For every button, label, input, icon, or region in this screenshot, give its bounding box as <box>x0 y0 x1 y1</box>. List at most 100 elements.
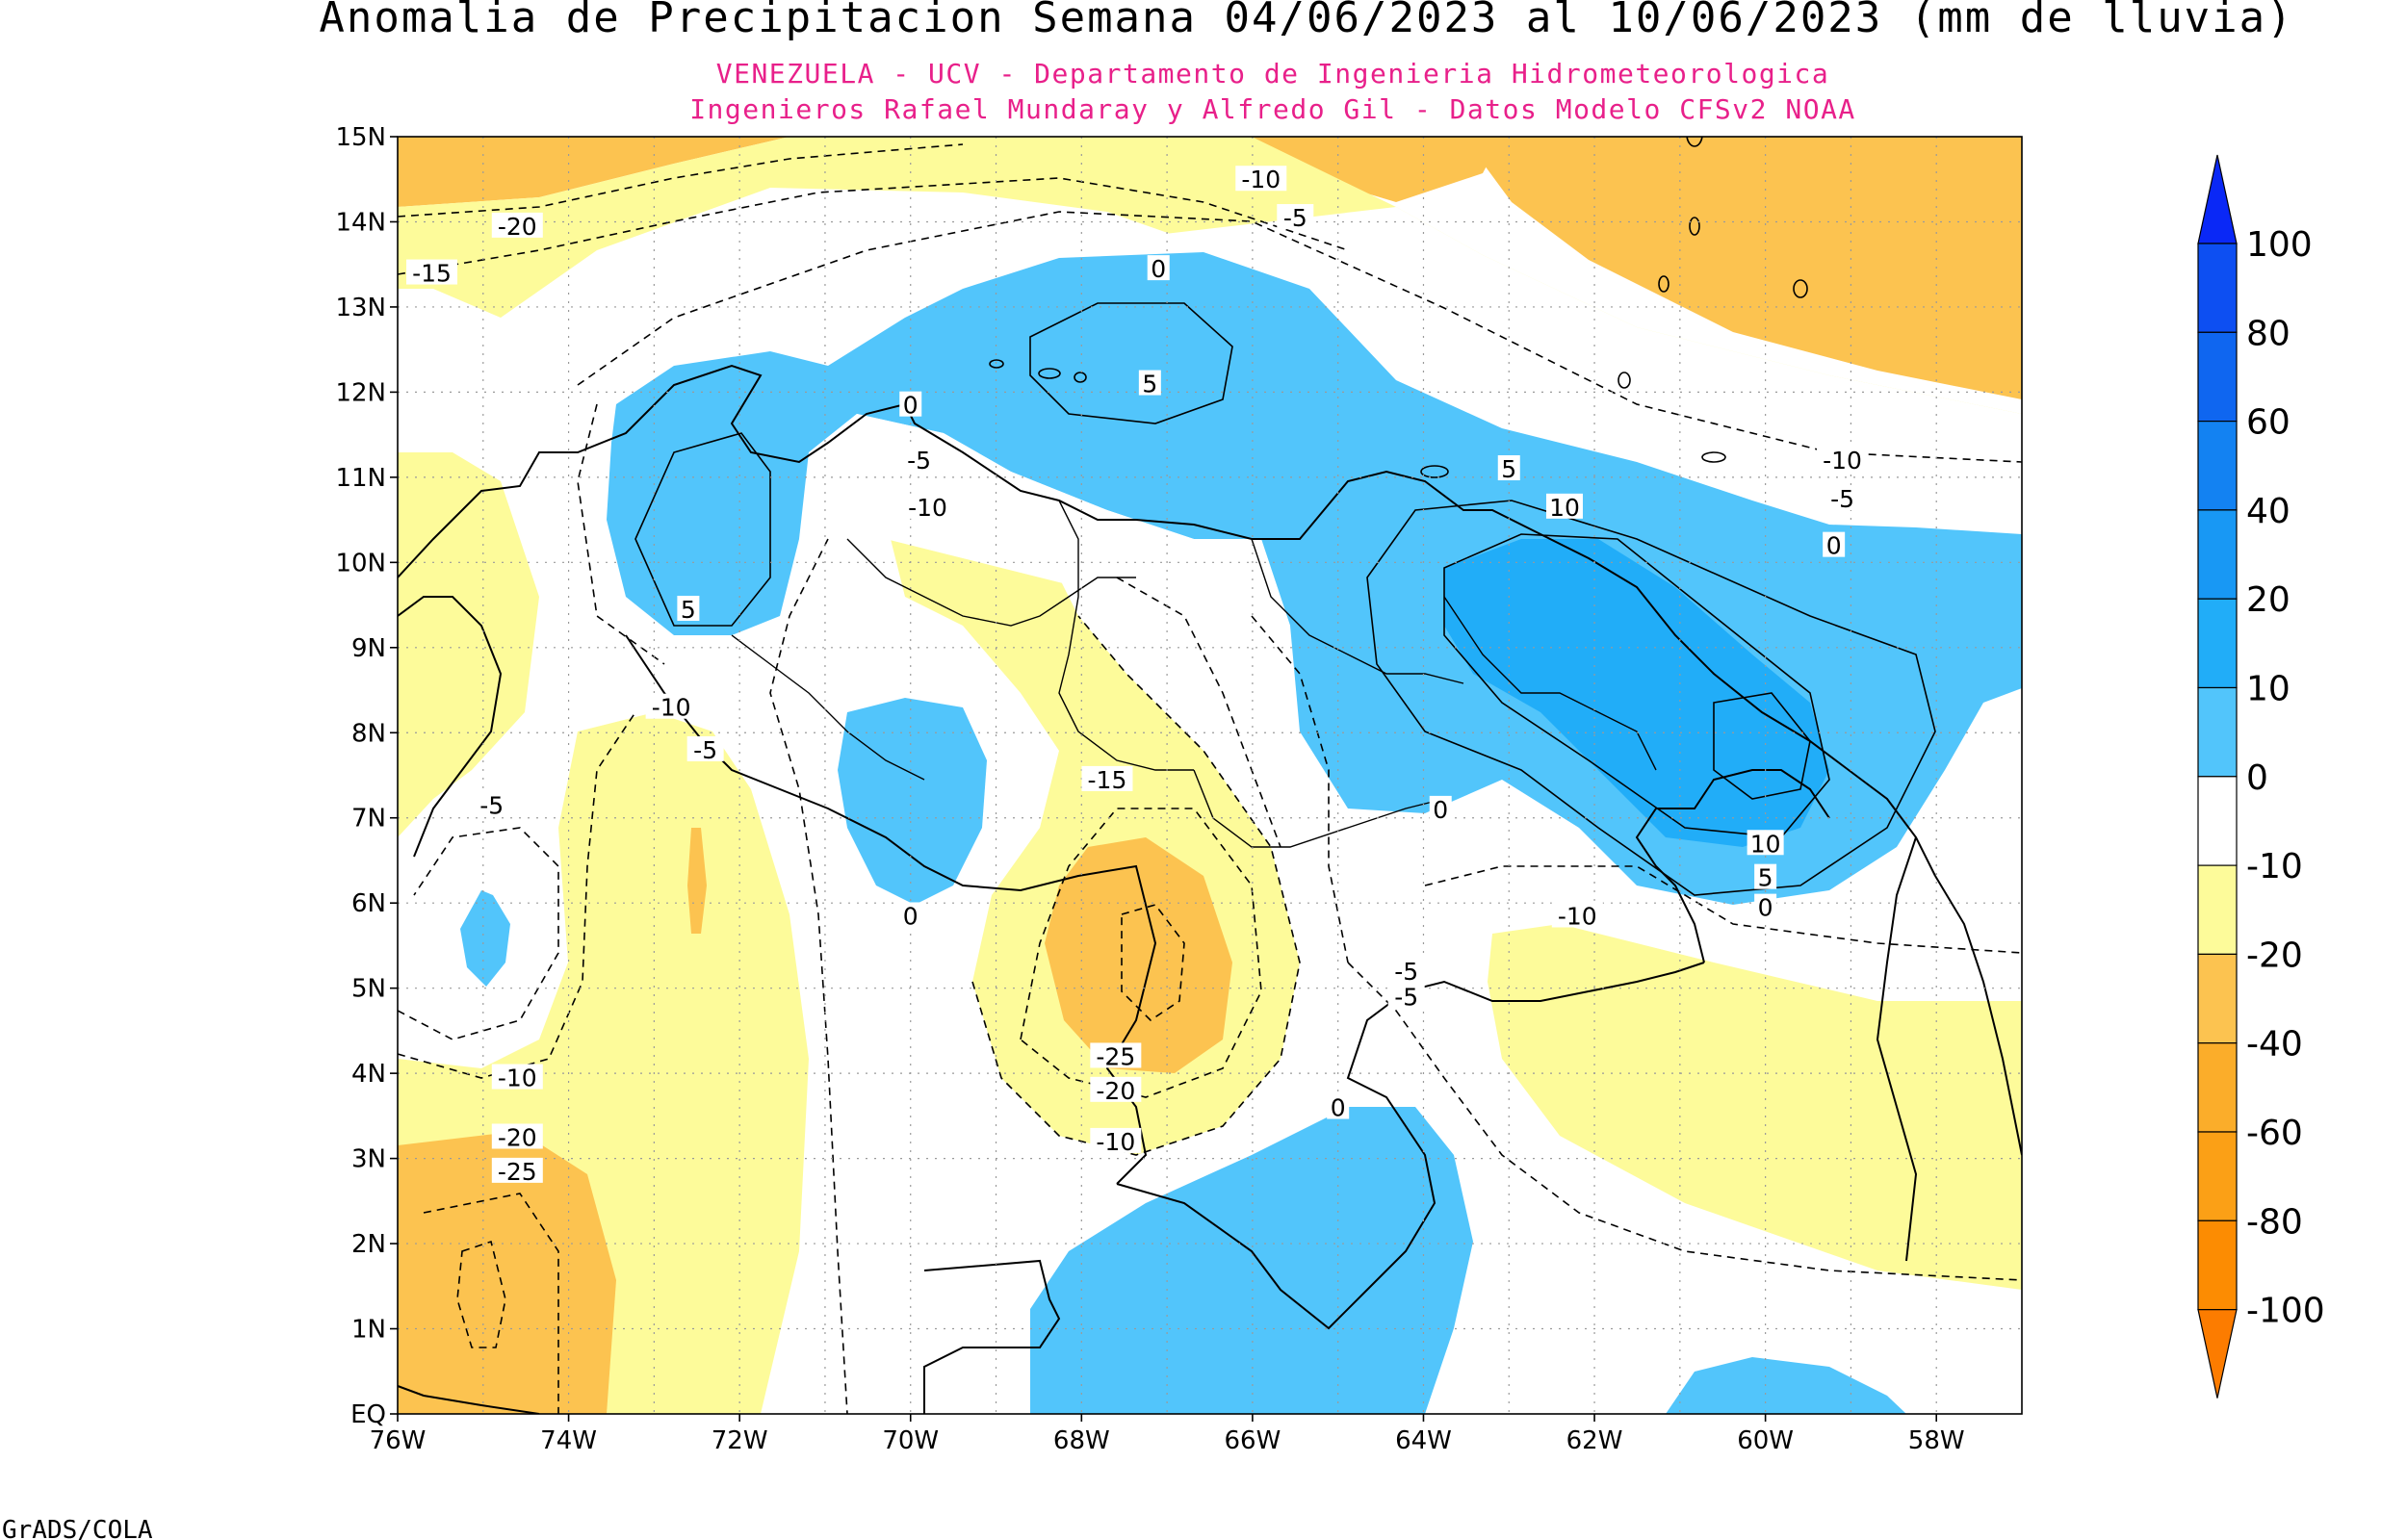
colorbar-segment <box>2197 1131 2238 1221</box>
contour-label: -20 <box>498 1123 537 1151</box>
contour-label: 0 <box>1151 255 1166 283</box>
contour-label: 5 <box>681 596 696 624</box>
lon-tick-label: 60W <box>1737 1426 1794 1455</box>
contour-label-box <box>1147 255 1170 281</box>
contour-lines <box>398 143 2022 1414</box>
map-subtitle-institution: VENEZUELA - UCV - Departamento de Ingeni… <box>716 58 1830 90</box>
contour-label: -10 <box>1558 902 1597 930</box>
contour-label-box <box>1429 795 1452 821</box>
lat-tick-label: 5N <box>351 975 386 1004</box>
contour-label: -15 <box>412 260 452 288</box>
lon-tick-label: 72W <box>712 1426 768 1455</box>
contour-label-box <box>1138 370 1161 396</box>
shade-negative-20-40-southwest <box>398 1131 616 1414</box>
longitude-axis: 76W 74W 72W 70W 68W 66W 64W 62W 60W 58W <box>370 1414 1965 1455</box>
latitude-axis: 15N 14N 13N 12N 11N 10N 9N 8N 7N 6N 5N 4N 3N 2N 1N EQ <box>335 123 398 1429</box>
contour-label-box <box>1387 983 1425 1009</box>
lat-tick-label: 13N <box>335 294 386 322</box>
shade-negative-20-40-northeast <box>1463 137 2022 399</box>
contour-label: 0 <box>903 902 919 930</box>
contour-label: 5 <box>1501 455 1516 483</box>
contour-label-box <box>1817 447 1869 473</box>
contour-label: -25 <box>498 1158 537 1186</box>
contour-10-east <box>1443 533 1830 838</box>
contour-minus10-southeast <box>1424 865 2022 954</box>
contour-minus25-central <box>1121 904 1185 1022</box>
lon-tick-label: 64W <box>1395 1426 1452 1455</box>
border-guyana-suriname <box>1876 836 1918 1262</box>
internal-states-1 <box>846 538 1136 627</box>
contour-label: -5 <box>1830 485 1854 513</box>
contour-label: 0 <box>1433 796 1448 824</box>
contour-label: -5 <box>907 447 931 475</box>
shade-negative-20-40-central <box>1045 837 1232 1073</box>
contour-minus25-southwest <box>456 1240 506 1348</box>
border-colombia-brazil <box>923 1259 1061 1414</box>
lat-tick-label: 12N <box>335 378 386 407</box>
contour-label-box <box>1824 484 1861 510</box>
colorbar-segment <box>2197 686 2238 778</box>
grid-lines <box>398 137 2022 1414</box>
contour-minus5-meridional <box>1251 615 1349 963</box>
lat-tick-label: 6N <box>351 889 386 918</box>
lat-tick-label: 14N <box>335 208 386 237</box>
shade-negative-10-20-southeast <box>1488 924 2022 1290</box>
island-st-lucia <box>1689 217 1700 236</box>
internal-states-3 <box>1251 538 1464 684</box>
colorbar-label: -80 <box>2246 1202 2303 1242</box>
contour-label: 0 <box>1826 532 1842 560</box>
contour-label-box <box>1551 902 1603 928</box>
contour-label: 0 <box>1758 894 1773 922</box>
contour-label-box <box>686 735 724 761</box>
contour-label: -15 <box>1088 766 1127 794</box>
colorbar-label: 100 <box>2246 225 2313 265</box>
contour-label-box <box>491 1123 543 1149</box>
colorbar-segment <box>2197 509 2238 600</box>
contour-label-box <box>491 1157 543 1183</box>
contour-minus5-west <box>398 827 559 1040</box>
island-bonaire <box>1074 372 1087 383</box>
contour-label-box <box>1387 957 1425 983</box>
lon-tick-label: 62W <box>1566 1426 1623 1455</box>
grads-credit: GrADS/COLA <box>2 1516 153 1540</box>
contour-label-box <box>1235 166 1287 192</box>
plot-area: -10-5-20-15 050-5-10510-10-505-10-5-5-150… <box>397 136 2023 1415</box>
colorbar-segment <box>2197 776 2238 866</box>
contour-label: -10 <box>498 1065 537 1092</box>
contour-label: 5 <box>1758 864 1773 892</box>
contour-label: 10 <box>1750 830 1781 858</box>
island-st-vincent <box>1658 275 1669 293</box>
colorbar-segment <box>2197 864 2238 955</box>
shade-negative-20-40-north <box>398 137 1502 207</box>
contour-label-box <box>900 447 938 473</box>
lat-tick-label: 7N <box>351 805 386 834</box>
lat-tick-label: 9N <box>351 634 386 663</box>
contour-labels: -10-5-20-15 050-5-10510-10-505-10-5-5-150… <box>406 166 1869 1186</box>
border-venezuela-guyana <box>1635 769 1830 963</box>
contour-label: -10 <box>1823 447 1862 475</box>
colorbar-segment <box>2197 1219 2238 1311</box>
shade-positive-10-20-east <box>1444 539 1829 847</box>
contour-minus10-meridional <box>1116 577 1281 848</box>
colorbar-arrow-top <box>2197 154 2238 244</box>
contour-label: -10 <box>1096 1128 1135 1156</box>
lon-tick-label: 70W <box>882 1426 939 1455</box>
lat-tick-label: EQ <box>350 1400 386 1429</box>
plot-frame <box>397 136 2023 1415</box>
border-suriname <box>1934 875 2022 1156</box>
contour-minus5-north <box>577 211 2022 463</box>
contour-label: -20 <box>1096 1077 1135 1105</box>
shade-positive-0-10-blob <box>838 698 987 905</box>
contour-label: 10 <box>1549 494 1580 522</box>
colorbar-label: 60 <box>2246 403 2291 443</box>
contour-label-box <box>491 212 543 238</box>
colorbar-label: -40 <box>2246 1025 2303 1065</box>
colorbar-label: 0 <box>2246 758 2268 798</box>
shade-positive-0-10-south <box>1030 1107 1473 1414</box>
island-martinique <box>1686 137 1703 147</box>
contour-5-west <box>634 432 771 627</box>
islands <box>989 137 1808 478</box>
contour-label: -5 <box>1394 958 1418 986</box>
colorbar-segment <box>2197 243 2238 333</box>
